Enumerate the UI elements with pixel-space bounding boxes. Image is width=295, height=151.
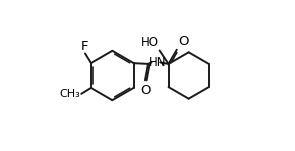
Text: F: F bbox=[81, 40, 89, 53]
Text: HO: HO bbox=[141, 36, 159, 49]
Text: O: O bbox=[140, 84, 151, 97]
Text: HN: HN bbox=[149, 56, 166, 69]
Text: O: O bbox=[178, 35, 189, 48]
Text: CH₃: CH₃ bbox=[60, 89, 81, 99]
